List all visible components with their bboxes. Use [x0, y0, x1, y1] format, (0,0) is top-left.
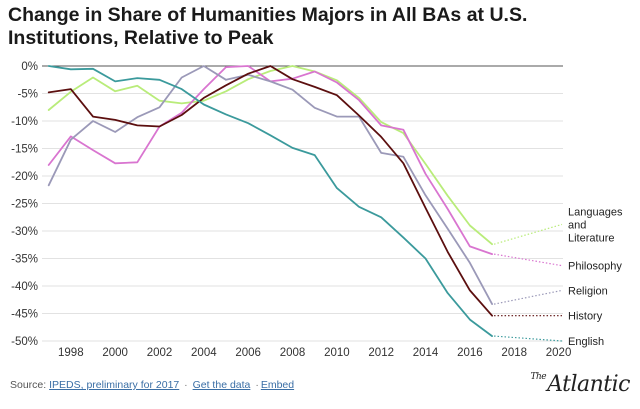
- x-tick-label: 2016: [457, 347, 483, 359]
- legend-leader-line: [493, 223, 563, 245]
- source-link[interactable]: IPEDS, preliminary for 2017: [49, 379, 180, 391]
- x-tick-label: 2000: [102, 347, 128, 359]
- x-axis-ticks: 1998 2000 2002 2004 2006 2008 2010 2012 2014 2016…: [58, 347, 571, 359]
- legend-label: History: [568, 311, 603, 323]
- x-tick-label: 2004: [191, 347, 217, 359]
- footer-separator: ·: [255, 379, 259, 391]
- y-tick-label: 0%: [21, 61, 38, 73]
- legend-label: Philosophy: [568, 261, 622, 273]
- y-tick-label: -35%: [11, 254, 38, 266]
- y-axis-ticks: 0% -5% -10% -15% -20% -25% -30% -35% -40% -45% -50…: [11, 61, 38, 348]
- x-tick-label: 2012: [368, 347, 394, 359]
- series-lines: [47, 65, 494, 338]
- footer-separator: ·: [184, 379, 188, 391]
- y-tick-label: -45%: [11, 309, 38, 321]
- legend-label: and: [568, 219, 586, 231]
- legend-label: Religion: [568, 285, 608, 297]
- y-tick-label: -5%: [18, 89, 38, 101]
- y-tick-label: -15%: [11, 144, 38, 156]
- y-tick-label: -25%: [11, 199, 38, 211]
- x-tick-label: 1998: [58, 347, 84, 359]
- chart-footer: Source: IPEDS, preliminary for 2017 · Ge…: [10, 379, 294, 391]
- legend-label: Languages: [568, 206, 623, 218]
- series-line-english: [47, 65, 494, 338]
- grid-lines: [42, 65, 563, 342]
- x-tick-label: 2014: [413, 347, 439, 359]
- y-tick-label: -50%: [11, 336, 38, 348]
- embed-link[interactable]: Embed: [260, 379, 295, 391]
- y-tick-label: -20%: [11, 171, 38, 183]
- legend-label: Literature: [568, 232, 614, 244]
- legend-leader-line: [493, 289, 563, 305]
- chart-title: Change in Share of Humanities Majors in …: [8, 4, 528, 49]
- x-tick-label: 2008: [280, 347, 306, 359]
- x-tick-label: 2006: [235, 347, 261, 359]
- y-tick-label: -10%: [11, 116, 38, 128]
- x-tick-label: 2020: [546, 347, 572, 359]
- series-line-philosophy: [47, 65, 494, 256]
- legend-leader-line: [494, 335, 563, 342]
- series-line-religion: [47, 65, 494, 306]
- y-tick-label: -40%: [11, 281, 38, 293]
- x-tick-label: 2002: [147, 347, 173, 359]
- y-tick-label: -30%: [11, 226, 38, 238]
- x-tick-label: 2018: [501, 347, 527, 359]
- legend-label: English: [568, 336, 604, 348]
- legend-leader-line: [493, 253, 563, 267]
- get-data-link[interactable]: Get the data: [192, 379, 251, 391]
- the-atlantic-logo: TheAtlantic: [530, 372, 630, 397]
- x-tick-label: 2010: [324, 347, 350, 359]
- series-line-history: [47, 65, 494, 317]
- source-prefix: Source:: [10, 379, 50, 391]
- series-line-languages-and-literature: [47, 65, 494, 246]
